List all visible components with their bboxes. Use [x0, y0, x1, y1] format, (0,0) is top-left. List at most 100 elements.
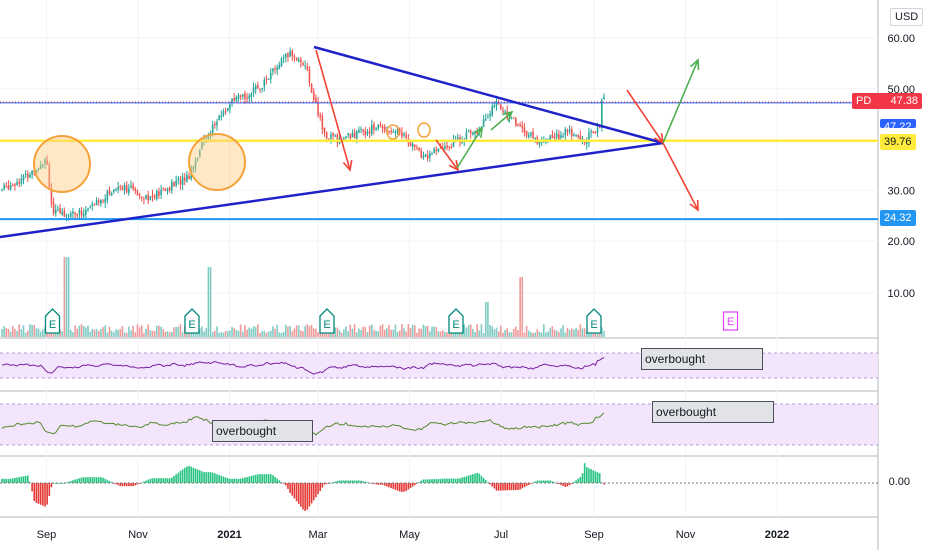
volume-bar — [362, 326, 364, 337]
macd-bar — [211, 472, 214, 483]
macd-bar — [173, 475, 175, 483]
macd-bar — [396, 483, 399, 491]
candle-body — [506, 111, 509, 119]
volume-bar — [233, 328, 235, 337]
macd-bar — [156, 478, 158, 483]
volume-bar — [22, 325, 25, 337]
volume-bar — [401, 324, 403, 337]
red-arrow-shaft — [662, 142, 699, 211]
macd-bar — [579, 476, 582, 483]
macd-bar — [592, 470, 595, 483]
candle-body — [267, 78, 270, 80]
volume-bar — [407, 324, 410, 337]
volume-bar — [11, 326, 14, 337]
earnings-label: E — [590, 319, 597, 331]
candle-body — [594, 132, 597, 134]
volume-bar — [125, 332, 128, 337]
volume-bar — [97, 331, 100, 337]
candle-body — [364, 130, 367, 135]
volume-bar — [540, 332, 543, 337]
macd-bar — [82, 477, 85, 483]
macd-bar — [551, 481, 554, 483]
candle-body — [321, 115, 324, 130]
candle-body — [411, 143, 414, 148]
macd-bar — [278, 480, 281, 483]
volume-bar — [379, 325, 382, 337]
red-arrow — [662, 142, 699, 212]
volume-bar — [403, 328, 405, 337]
candle-body — [302, 63, 304, 66]
volume-bar — [267, 331, 270, 337]
volume-bar — [261, 331, 263, 337]
macd-bar — [214, 473, 216, 483]
macd-bar — [517, 483, 519, 491]
candle-body — [108, 189, 111, 195]
volume-bar — [121, 325, 124, 337]
volume-bar — [80, 324, 83, 337]
macd-bar — [420, 480, 423, 483]
macd-bar — [72, 480, 74, 483]
candle-body — [80, 211, 83, 216]
volume-bar — [218, 332, 220, 337]
volume-bar — [553, 329, 556, 337]
volume-bar — [478, 330, 481, 337]
volume-bar — [594, 331, 597, 337]
volume-bar — [508, 332, 511, 337]
volume-bar — [463, 324, 466, 337]
volume-bar — [35, 328, 38, 337]
macd-bar — [500, 483, 502, 491]
candle-body — [226, 108, 229, 112]
macd-bar — [183, 467, 186, 483]
time-tick-label: Sep — [584, 529, 604, 541]
red-arrow — [435, 139, 460, 172]
volume-bar — [300, 330, 302, 337]
volume-bar — [441, 330, 444, 337]
macd-bar — [143, 481, 145, 483]
volume-bar — [3, 325, 5, 337]
volume-bar — [302, 331, 304, 337]
candle-body — [37, 167, 40, 170]
macd-bar — [54, 483, 57, 484]
candle-body — [149, 196, 152, 200]
candle-body — [553, 136, 556, 139]
volume-bar — [573, 329, 575, 337]
volume-bar — [265, 332, 268, 337]
candle-body — [72, 211, 74, 214]
macd-bar — [448, 478, 450, 483]
candle-body — [319, 114, 321, 117]
volume-bar — [332, 330, 334, 337]
macd-bar — [97, 477, 100, 483]
currency-label[interactable]: USD — [890, 8, 924, 26]
volume-bar — [321, 330, 324, 337]
macd-bar — [411, 483, 414, 487]
macd-bar — [487, 482, 489, 483]
volume-bar — [100, 328, 102, 337]
volume-bar — [317, 332, 319, 337]
macd-bar — [508, 483, 511, 491]
volume-bar — [386, 328, 388, 337]
candle-body — [18, 182, 20, 184]
candle-body — [27, 173, 29, 178]
candle-body — [381, 126, 384, 129]
candle-body — [22, 175, 25, 180]
volume-bar — [570, 328, 573, 337]
macd-bar — [386, 483, 388, 487]
candle-body — [540, 141, 543, 143]
macd-bar — [497, 483, 500, 491]
volume-bar — [242, 331, 244, 337]
volume-bar — [394, 324, 397, 337]
macd-bar — [235, 478, 238, 483]
candle-body — [123, 185, 126, 191]
volume-bar — [250, 328, 253, 337]
candle-body — [102, 200, 104, 202]
volume-bar — [517, 330, 519, 337]
candle-body — [308, 69, 311, 83]
candle-body — [349, 134, 352, 139]
volume-bar — [29, 324, 31, 337]
candle-body — [596, 128, 599, 133]
macd-bar — [424, 479, 427, 483]
time-tick-label: 2021 — [217, 529, 241, 541]
volume-bar — [160, 326, 162, 337]
candle-body — [575, 134, 577, 136]
